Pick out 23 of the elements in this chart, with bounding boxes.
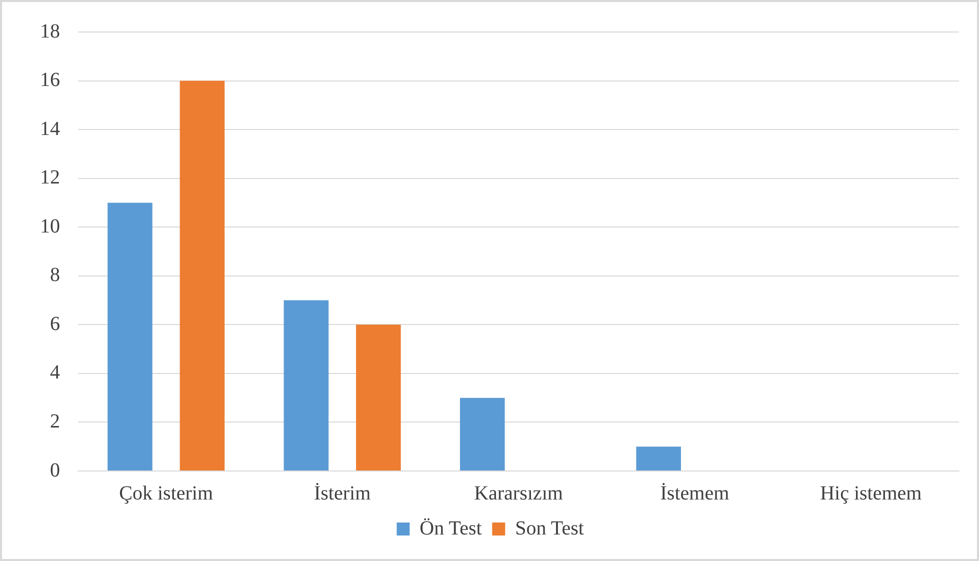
x-tick-label: İsterim: [314, 482, 372, 504]
bar: [284, 300, 329, 470]
y-tick-label: 8: [50, 264, 60, 286]
y-tick-label: 2: [50, 410, 60, 432]
legend-label: Ön Test: [420, 517, 482, 540]
x-tick-label: Kararsızım: [474, 482, 564, 504]
x-tick-label: Hiç istemem: [820, 482, 922, 504]
y-tick-label: 14: [40, 118, 60, 140]
bar: [356, 324, 401, 470]
y-tick-label: 0: [50, 459, 60, 482]
legend-label: Son Test: [515, 517, 584, 540]
x-tick-label: Çok isterim: [119, 482, 214, 504]
y-tick-label: 10: [40, 215, 60, 238]
bar: [180, 80, 225, 470]
bar: [108, 202, 152, 470]
bar: [636, 446, 681, 470]
y-tick-label: 4: [50, 362, 60, 384]
y-tick-label: 6: [50, 312, 60, 335]
y-tick-label: 18: [40, 20, 60, 42]
x-tick-label: İstemem: [660, 482, 730, 504]
y-tick-label: 12: [40, 166, 60, 189]
bar: [460, 398, 505, 470]
y-tick-label: 16: [40, 69, 60, 92]
